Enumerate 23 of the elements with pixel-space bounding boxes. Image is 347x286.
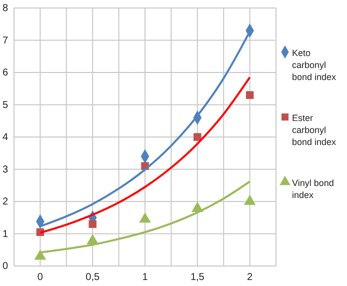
y-tick-label: 8 bbox=[2, 3, 8, 14]
point bbox=[34, 250, 46, 260]
x-tick-label: 1,5 bbox=[190, 272, 205, 284]
y-tick-label: 0 bbox=[2, 261, 8, 272]
y-tick-label: 4 bbox=[2, 132, 8, 144]
legend-label: Vinyl bond index bbox=[292, 178, 334, 200]
x-tick-label: 0,5 bbox=[86, 272, 100, 284]
x-tick-label: 2 bbox=[247, 272, 254, 284]
point bbox=[244, 194, 256, 205]
y-tick-label: 7 bbox=[2, 35, 8, 46]
point bbox=[194, 133, 202, 141]
x-tick-label: 1 bbox=[142, 272, 148, 284]
y-tick-label: 5 bbox=[2, 100, 8, 111]
y-tick-label: 6 bbox=[2, 68, 8, 79]
y-tick-label: 2 bbox=[2, 196, 8, 208]
legend-label: Ester carbonyl bond index bbox=[292, 113, 337, 147]
y-tick-label: 3 bbox=[2, 164, 8, 176]
legend-label: Keto carbonyl bond index bbox=[292, 48, 337, 82]
point bbox=[88, 220, 96, 228]
y-tick-label: 1 bbox=[2, 228, 8, 240]
x-tick-label: 0 bbox=[37, 272, 44, 284]
point bbox=[139, 212, 151, 223]
point bbox=[246, 91, 254, 99]
